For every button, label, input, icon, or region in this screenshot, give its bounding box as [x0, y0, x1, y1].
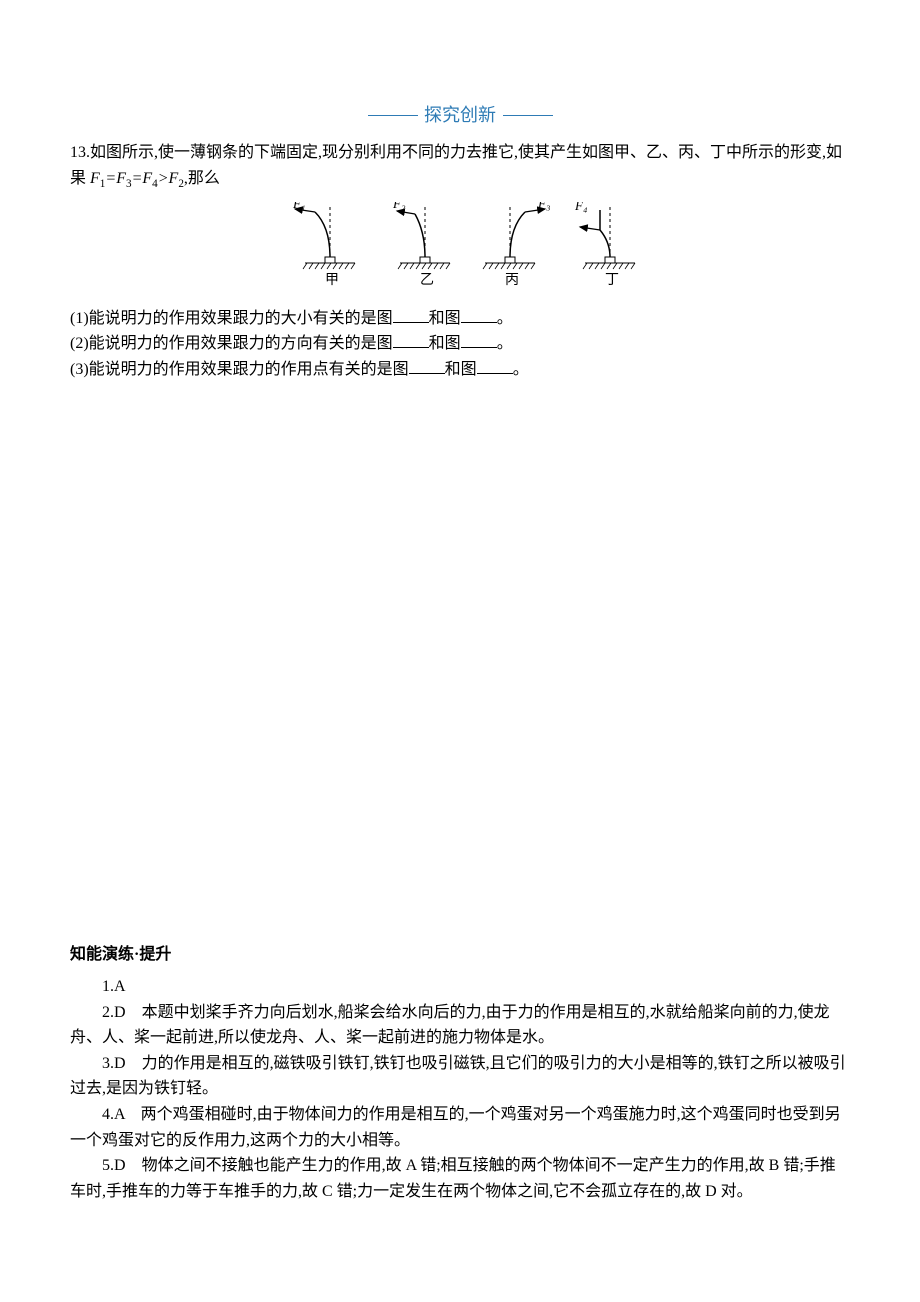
- subq1-joiner: 和图: [429, 310, 461, 327]
- ans1-letter: A: [114, 978, 126, 995]
- ans2-text: 本题中划桨手齐力向后划水,船桨会给水向后的力,由于力的作用是相互的,水就给船桨向…: [70, 1004, 830, 1047]
- formula-eq2: =: [132, 170, 143, 187]
- formula-f2: F: [116, 170, 126, 187]
- subq3-text: 能说明力的作用效果跟力的作用点有关的是图: [89, 361, 409, 378]
- ans5-text: 物体之间不接触也能产生力的作用,故 A 错;相互接触的两个物体间不一定产生力的作…: [70, 1157, 836, 1200]
- svg-text:F₄: F₄: [574, 202, 588, 213]
- answer-2: 2.D 本题中划桨手齐力向后划水,船桨会给水向后的力,由于力的作用是相互的,水就…: [70, 1000, 850, 1051]
- subq3-prefix: (3): [70, 361, 89, 378]
- divider-right: [503, 115, 553, 116]
- ans5-num: 5.: [102, 1157, 114, 1174]
- blank-input[interactable]: [461, 331, 497, 348]
- ans4-letter: A: [114, 1106, 125, 1123]
- svg-text:甲: 甲: [325, 273, 339, 287]
- formula-f3: F: [142, 170, 152, 187]
- ans3-num: 3.: [102, 1055, 114, 1072]
- question-text-2: ,那么: [184, 170, 220, 187]
- section-header: 探究创新: [70, 100, 850, 130]
- subq1-prefix: (1): [70, 310, 89, 327]
- ans3-text: 力的作用是相互的,磁铁吸引铁钉,铁钉也吸引磁铁,且它们的吸引力的大小是相等的,铁…: [70, 1055, 846, 1098]
- subq2-text: 能说明力的作用效果跟力的方向有关的是图: [89, 335, 393, 352]
- ans2-num: 2.: [102, 1004, 114, 1021]
- subq2-joiner: 和图: [429, 335, 461, 352]
- subq1-text: 能说明力的作用效果跟力的大小有关的是图: [89, 310, 393, 327]
- blank-input[interactable]: [393, 306, 429, 323]
- subq2-prefix: (2): [70, 335, 89, 352]
- svg-text:丁: 丁: [605, 273, 619, 287]
- answer-1: 1.A: [70, 974, 850, 1000]
- formula-f1: F: [90, 170, 100, 187]
- subq2-suffix: 。: [497, 335, 513, 352]
- blank-input[interactable]: [393, 331, 429, 348]
- blank-input[interactable]: [409, 357, 445, 374]
- ans1-num: 1.: [102, 978, 114, 995]
- question-13: 13.如图所示,使一薄钢条的下端固定,现分别利用不同的力去推它,使其产生如图甲、…: [70, 140, 850, 194]
- divider-left: [368, 115, 418, 116]
- figure-row: F₁ 甲 F₂: [70, 202, 850, 296]
- svg-text:乙: 乙: [420, 272, 434, 287]
- ans5-letter: D: [114, 1157, 126, 1174]
- answer-3: 3.D 力的作用是相互的,磁铁吸引铁钉,铁钉也吸引磁铁,且它们的吸引力的大小是相…: [70, 1051, 850, 1102]
- svg-text:F₂: F₂: [392, 202, 406, 211]
- sub-question-2: (2)能说明力的作用效果跟力的方向有关的是图 和图 。: [70, 331, 850, 357]
- section-title: 探究创新: [424, 101, 496, 130]
- formula-eq1: =: [105, 170, 116, 187]
- question-number: 13.: [70, 144, 90, 161]
- svg-text:F₃: F₃: [537, 202, 550, 211]
- answer-4: 4.A 两个鸡蛋相碰时,由于物体间力的作用是相互的,一个鸡蛋对另一个鸡蛋施力时,…: [70, 1102, 850, 1153]
- subq3-joiner: 和图: [445, 361, 477, 378]
- sub-question-3: (3)能说明力的作用效果跟力的作用点有关的是图 和图 。: [70, 357, 850, 383]
- blank-input[interactable]: [461, 306, 497, 323]
- sub-question-1: (1)能说明力的作用效果跟力的大小有关的是图 和图 。: [70, 306, 850, 332]
- subq1-suffix: 。: [497, 310, 513, 327]
- physics-diagram: F₁ 甲 F₂: [270, 202, 650, 287]
- blank-input[interactable]: [477, 357, 513, 374]
- formula-gt: >: [158, 170, 169, 187]
- answer-5: 5.D 物体之间不接触也能产生力的作用,故 A 错;相互接触的两个物体间不一定产…: [70, 1153, 850, 1204]
- subq3-suffix: 。: [513, 361, 529, 378]
- answers-title: 知能演练·提升: [70, 942, 850, 968]
- ans4-num: 4.: [102, 1106, 114, 1123]
- ans2-letter: D: [114, 1004, 126, 1021]
- formula-f4: F: [169, 170, 179, 187]
- svg-text:F₁: F₁: [292, 202, 305, 211]
- svg-text:丙: 丙: [505, 273, 519, 287]
- ans3-letter: D: [114, 1055, 126, 1072]
- ans4-text: 两个鸡蛋相碰时,由于物体间力的作用是相互的,一个鸡蛋对另一个鸡蛋施力时,这个鸡蛋…: [70, 1106, 841, 1149]
